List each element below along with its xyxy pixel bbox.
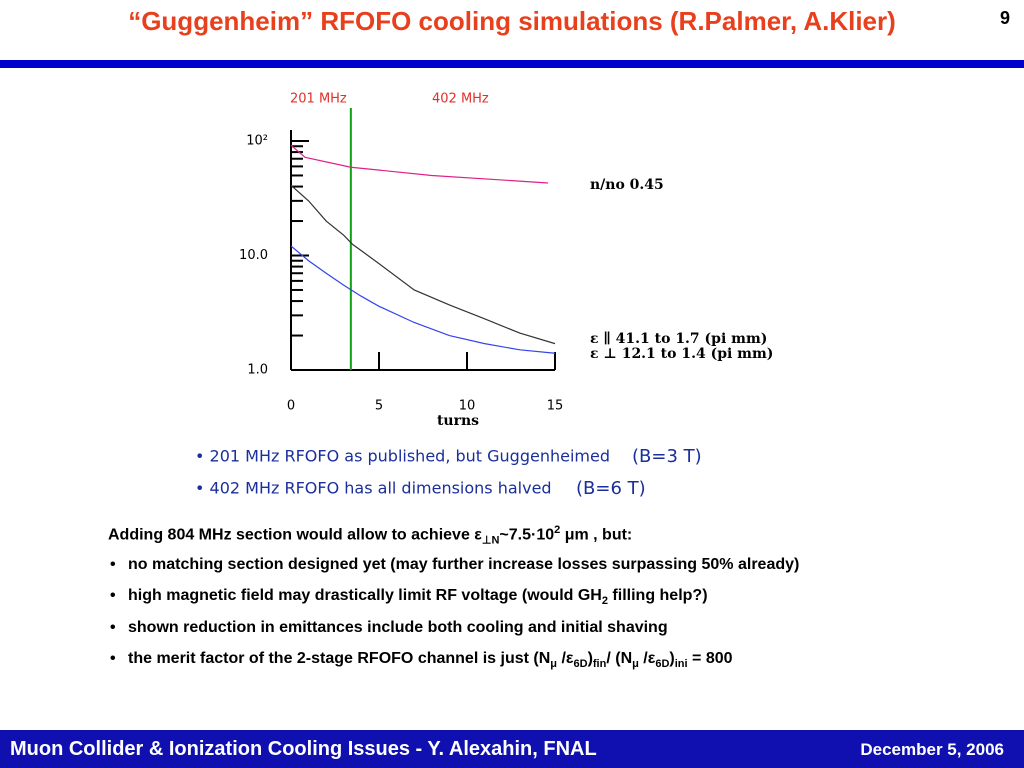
bullet: •: [110, 618, 116, 636]
text-segment: ): [587, 650, 593, 667]
bullet: •: [110, 587, 116, 604]
series-line: [290, 245, 556, 354]
text-line: high magnetic field may drastically limi…: [128, 587, 708, 607]
series-label: ε ⊥ 12.1 to 1.4 (pi mm): [590, 346, 773, 362]
text-segment: high magnetic field may drastically limi…: [128, 587, 602, 604]
y-tick-label: 10.0: [239, 248, 268, 263]
header-rule: [0, 60, 1024, 68]
text-segment: = 800: [687, 650, 733, 667]
x-tick-label: 5: [375, 399, 383, 414]
footer: Muon Collider & Ionization Cooling Issue…: [0, 730, 1024, 768]
text-segment: μ: [550, 658, 558, 671]
slide-title: “Guggenheim” RFOFO cooling simulations (…: [128, 6, 896, 36]
text-segment: no matching section designed yet (may fu…: [128, 555, 800, 573]
annotation: 402 MHz: [432, 92, 489, 107]
text-segment: 2: [601, 595, 608, 608]
series-line: [290, 144, 548, 184]
text-segment: ⊥N: [481, 534, 500, 547]
chart-note: • 201 MHz RFOFO as published, but Guggen…: [195, 447, 610, 466]
text-segment: 2: [554, 524, 561, 536]
x-axis-label: turns: [437, 413, 479, 429]
text-segment: ): [669, 650, 675, 667]
chart-note: • 402 MHz RFOFO has all dimensions halve…: [195, 479, 552, 498]
chart: 1.0 10.0 10² 0 5 10 15 turns 201 MHz 402 MHz n/no …: [195, 92, 773, 500]
text-segment: fin: [592, 658, 607, 671]
text-segment: /ε: [638, 650, 656, 667]
text-segment: μ: [632, 658, 639, 671]
text-segment: Adding 804 MHz section would allow to ac…: [108, 526, 482, 544]
text-line: Adding 804 MHz section would allow to ac…: [108, 524, 632, 547]
text-line: shown reduction in emittances include bo…: [128, 619, 668, 637]
x-tick-label: 10: [459, 399, 476, 414]
text-segment: 6D: [573, 658, 588, 671]
series-line: [290, 184, 556, 345]
text-segment: μm , but:: [560, 526, 633, 544]
bullet: •: [110, 650, 116, 667]
annotation: 201 MHz: [290, 92, 347, 107]
page-number: 9: [999, 8, 1010, 28]
chart-note-field: (B=3 T): [632, 446, 702, 467]
bullet: •: [110, 555, 116, 573]
text-segment: ini: [674, 658, 688, 671]
text-segment: filling help?): [607, 587, 708, 604]
series-label: ε ∥ 41.1 to 1.7 (pi mm): [590, 331, 767, 347]
y-tick-label: 10²: [246, 134, 268, 149]
footer-left: Muon Collider & Ionization Cooling Issue…: [10, 738, 597, 760]
text-line: no matching section designed yet (may fu…: [128, 556, 799, 574]
x-tick-label: 15: [547, 399, 564, 414]
series-label: n/no 0.45: [590, 177, 664, 193]
text-segment: shown reduction in emittances include bo…: [128, 618, 668, 636]
text-segment: / (N: [606, 650, 633, 667]
text-segment: 6D: [655, 658, 670, 671]
text-segment: ~7.5·10: [499, 526, 555, 544]
footer-right: December 5, 2006: [860, 740, 1004, 759]
text-segment: the merit factor of the 2-stage RFOFO ch…: [128, 650, 551, 667]
text-segment: /ε: [557, 650, 574, 667]
text-line: the merit factor of the 2-stage RFOFO ch…: [128, 650, 733, 670]
chart-note-field: (B=6 T): [576, 478, 646, 499]
x-tick-label: 0: [287, 399, 295, 414]
y-tick-label: 1.0: [247, 363, 268, 378]
